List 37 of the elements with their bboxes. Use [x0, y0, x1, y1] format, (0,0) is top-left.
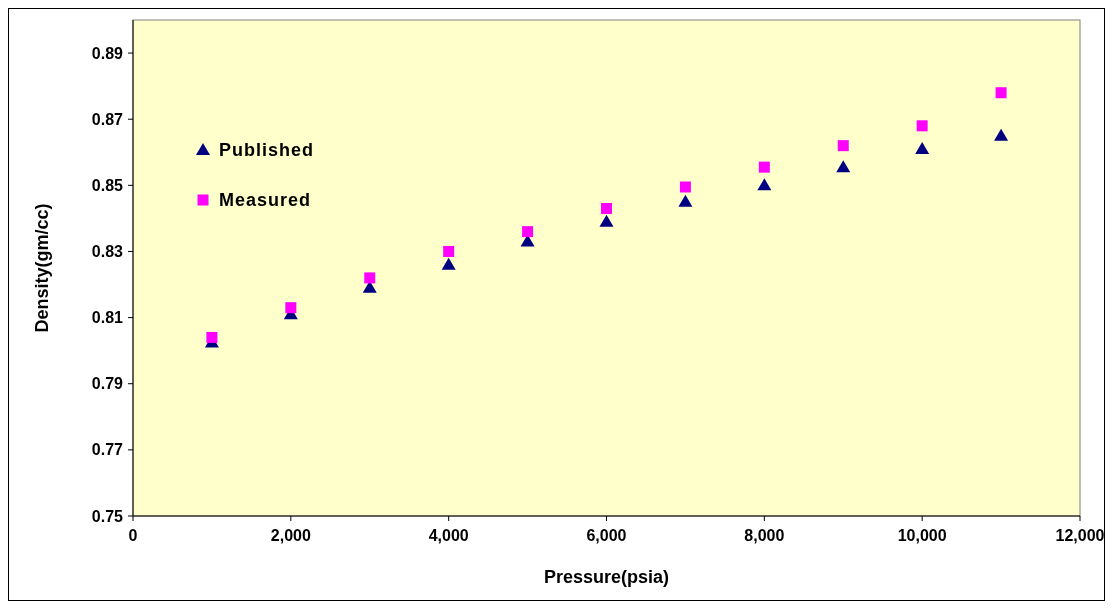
y-tick-label: 0.87	[91, 110, 124, 128]
point	[836, 160, 851, 173]
y-tick-label: 0.89	[91, 44, 124, 62]
y-tick-label: 0.79	[91, 375, 124, 393]
x-tick-label: 4,000	[428, 527, 469, 544]
x-tick-label: 2,000	[270, 527, 311, 544]
point	[599, 214, 614, 227]
point	[601, 202, 612, 214]
y-tick-label: 0.85	[91, 176, 124, 194]
x-tick-label: 0	[128, 527, 138, 544]
point	[206, 331, 218, 343]
x-tick-label: 10,000	[897, 527, 947, 544]
point	[757, 178, 772, 191]
point	[995, 87, 1007, 99]
point	[837, 140, 849, 152]
point	[441, 257, 456, 270]
point	[285, 302, 297, 314]
point	[678, 194, 693, 207]
point	[916, 120, 928, 132]
point	[364, 272, 376, 284]
y-tick-label: 0.83	[91, 243, 124, 261]
point	[443, 245, 455, 257]
legend-label: Published	[219, 140, 315, 161]
y-tick-label: 0.81	[91, 309, 124, 327]
y-tick-label: 0.75	[91, 507, 124, 525]
point	[758, 161, 770, 173]
x-tick-label: 12,000	[1055, 527, 1105, 544]
x-tick-label: 6,000	[586, 527, 627, 544]
y-axis-title: Density(gm/cc)	[32, 203, 52, 333]
point	[915, 141, 930, 154]
x-tick-label: 8,000	[744, 527, 785, 544]
point	[522, 226, 534, 238]
legend-label: Measured	[219, 190, 312, 211]
point	[679, 181, 691, 193]
x-axis-title: Pressure(psia)	[543, 567, 670, 587]
y-tick-label: 0.77	[91, 441, 124, 459]
point	[994, 128, 1009, 141]
